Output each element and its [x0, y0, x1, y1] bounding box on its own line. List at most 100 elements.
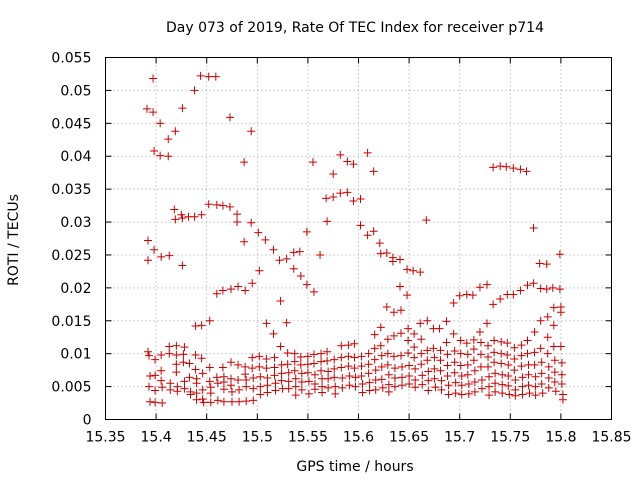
- data-point: [475, 283, 484, 292]
- data-point: [350, 353, 359, 362]
- data-point: [186, 390, 195, 399]
- data-point: [225, 113, 234, 122]
- data-point: [544, 383, 553, 392]
- data-point: [556, 308, 565, 317]
- data-point: [404, 324, 413, 333]
- data-point: [462, 290, 471, 299]
- data-point: [536, 316, 545, 325]
- data-point: [436, 356, 445, 365]
- data-point: [297, 377, 306, 386]
- y-tick-label: 0.055: [51, 51, 91, 67]
- data-point: [198, 395, 207, 404]
- data-point: [270, 353, 279, 362]
- data-point: [165, 251, 174, 260]
- data-point: [197, 321, 206, 330]
- data-point: [146, 397, 155, 406]
- data-point: [198, 369, 207, 378]
- data-point: [191, 350, 200, 359]
- data-point: [364, 349, 373, 358]
- data-point: [543, 333, 552, 342]
- data-point: [358, 388, 367, 397]
- data-point: [225, 202, 234, 211]
- data-point: [249, 396, 258, 405]
- data-point: [248, 279, 257, 288]
- data-point: [450, 358, 459, 367]
- data-point: [144, 347, 153, 356]
- data-point: [196, 71, 205, 80]
- data-point: [356, 221, 365, 230]
- data-point: [544, 374, 553, 383]
- data-point: [424, 367, 433, 376]
- data-point: [172, 350, 181, 359]
- data-point: [256, 390, 265, 399]
- x-tick-label: 15.4: [141, 430, 172, 446]
- y-tick-label: 0.005: [51, 380, 91, 396]
- data-point: [424, 376, 433, 385]
- data-point: [309, 359, 318, 368]
- data-point: [336, 189, 345, 198]
- data-point: [397, 306, 406, 315]
- data-point: [316, 250, 325, 259]
- data-point: [322, 194, 331, 203]
- data-point: [269, 329, 278, 338]
- data-point: [256, 382, 265, 391]
- data-point: [349, 160, 358, 169]
- data-point: [530, 348, 539, 357]
- data-point: [357, 362, 366, 371]
- data-point: [409, 266, 418, 275]
- data-point: [555, 250, 564, 259]
- data-point: [344, 352, 353, 361]
- data-point: [309, 287, 318, 296]
- data-point: [551, 387, 560, 396]
- data-point: [369, 167, 378, 176]
- data-point: [173, 387, 182, 396]
- data-point: [517, 351, 526, 360]
- data-point: [310, 385, 319, 394]
- data-point: [282, 254, 291, 263]
- data-point: [304, 377, 313, 386]
- data-point: [398, 381, 407, 390]
- data-point: [302, 280, 311, 289]
- data-point: [282, 318, 291, 327]
- data-point: [462, 339, 471, 348]
- x-tick-label: 15.7: [444, 430, 475, 446]
- data-point: [498, 380, 507, 389]
- data-point: [296, 360, 305, 369]
- data-point: [384, 370, 393, 379]
- x-tick-label: 15.6: [343, 430, 374, 446]
- data-point: [151, 355, 160, 364]
- data-point: [510, 343, 519, 352]
- data-point: [424, 386, 433, 395]
- data-point: [226, 358, 235, 367]
- data-point: [376, 341, 385, 350]
- data-point: [411, 364, 420, 373]
- data-point: [450, 347, 459, 356]
- data-point: [283, 360, 292, 369]
- data-point: [269, 245, 278, 254]
- data-point: [377, 351, 386, 360]
- data-point: [331, 382, 340, 391]
- data-point: [403, 265, 412, 274]
- x-tick-label: 15.35: [85, 430, 125, 446]
- data-point: [523, 349, 532, 358]
- data-point: [442, 338, 451, 347]
- data-point: [158, 399, 167, 408]
- data-point: [557, 379, 566, 388]
- data-point: [309, 350, 318, 359]
- data-point: [523, 281, 532, 290]
- data-point: [330, 364, 339, 373]
- data-point: [284, 377, 293, 386]
- data-point: [157, 252, 166, 261]
- data-point: [524, 381, 533, 390]
- data-point: [198, 385, 207, 394]
- data-point: [511, 391, 520, 400]
- data-point: [233, 210, 242, 219]
- data-point: [485, 372, 494, 381]
- data-point: [531, 382, 540, 391]
- data-point: [503, 339, 512, 348]
- data-point: [537, 379, 546, 388]
- data-points: [142, 71, 567, 408]
- data-point: [557, 370, 566, 379]
- data-point: [489, 163, 498, 172]
- y-tick-label: 0.035: [51, 182, 91, 198]
